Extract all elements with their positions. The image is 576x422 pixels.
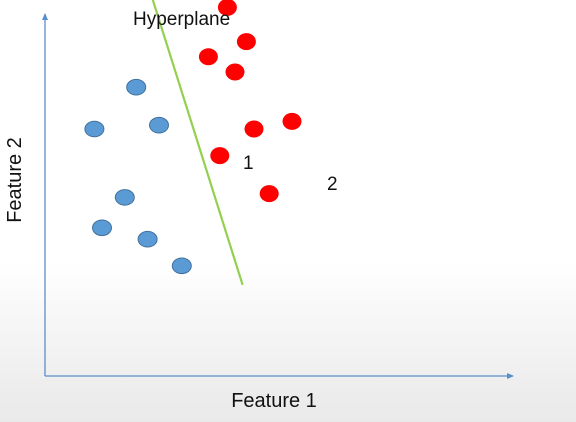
- x-axis-label: Feature 1: [231, 390, 317, 412]
- red-point-8: [259, 185, 279, 203]
- red-point-6: [282, 112, 302, 130]
- point-1-label: 1: [243, 153, 254, 174]
- axes: [42, 13, 514, 379]
- y-axis-label: Feature 2: [4, 137, 26, 223]
- hyperplane-label: Hyperplane: [133, 9, 230, 30]
- blue-point-2: [84, 120, 105, 138]
- red-point-1: [217, 0, 237, 16]
- red-point-2: [236, 33, 256, 51]
- blue-point-7: [171, 257, 192, 275]
- blue-point-5: [92, 219, 112, 237]
- point-2-label: 2: [327, 174, 338, 195]
- blue-point-1: [126, 78, 147, 96]
- blue-point-6: [137, 230, 158, 248]
- red-point-5: [244, 120, 264, 138]
- red-point-7: [210, 147, 230, 165]
- blue-point-4: [114, 189, 135, 206]
- data-points: [84, 0, 302, 275]
- red-point-4: [225, 63, 245, 81]
- red-point-3: [198, 48, 218, 66]
- hyperplane-line: [151, 0, 244, 286]
- blue-point-3: [149, 116, 169, 134]
